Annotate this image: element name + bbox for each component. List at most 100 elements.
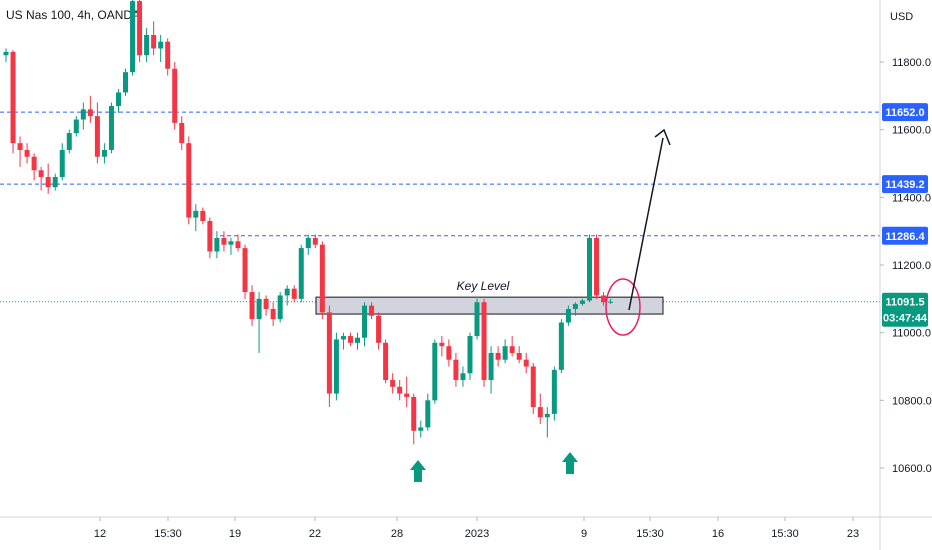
candle-body (319, 244, 325, 313)
candle (411, 393, 417, 445)
candle (277, 292, 283, 323)
candle (340, 332, 346, 350)
candle-body (432, 342, 438, 401)
candle-body (207, 221, 213, 252)
candle (270, 302, 276, 326)
x-tick-label: 2023 (465, 528, 489, 540)
candle-body (558, 322, 564, 370)
candle-body (481, 302, 487, 381)
candle-body (179, 122, 185, 144)
candle-body (355, 337, 360, 343)
candle (601, 292, 607, 306)
candle (390, 373, 396, 394)
candle (432, 339, 438, 404)
candle-body (509, 346, 515, 353)
candle (80, 102, 86, 130)
candle-body (130, 1, 136, 73)
candle (87, 95, 93, 123)
candle-body (579, 300, 585, 304)
projection-arrow-head (654, 128, 671, 146)
candle (284, 285, 290, 306)
candle (509, 336, 515, 357)
x-tick-label: 15:30 (154, 528, 182, 540)
level-tag (882, 175, 928, 194)
candle-body (298, 248, 304, 299)
candle-body (453, 359, 459, 381)
candle-body (94, 116, 100, 157)
y-tick-label: 11000.0 (892, 328, 931, 340)
candle (228, 237, 234, 255)
candle (551, 366, 557, 421)
candle-body (601, 295, 607, 303)
candle (165, 38, 171, 76)
candle (537, 393, 543, 425)
candle-body (249, 292, 255, 320)
candle-body (376, 315, 382, 343)
candle (418, 420, 424, 438)
candle (66, 129, 72, 154)
candle-body (31, 156, 37, 171)
candle-body (340, 336, 346, 340)
candle-body (186, 143, 192, 218)
candle-body (446, 346, 452, 360)
candle-body (80, 109, 86, 120)
candle-body (235, 241, 241, 249)
candle-body (390, 380, 396, 387)
price-axis[interactable]: 11800.0 11600.0 11400.0 11200.0 11000.0 10800… (879, 0, 932, 550)
candle (481, 298, 487, 387)
candle (312, 234, 318, 249)
time-axis[interactable]: 12 15:30 19 22 28 2023 9 15:30 16 15:30 23 (0, 516, 932, 540)
candle (608, 298, 614, 304)
level-tag-label: 11286.4 (885, 231, 925, 243)
up-arrow-right-low (562, 452, 578, 474)
candle-body (45, 177, 51, 188)
candle (558, 319, 564, 374)
key-level-label: Key Level (457, 279, 510, 293)
candle-body (425, 400, 431, 428)
y-tick-label: 11400.0 (892, 192, 931, 204)
candle (242, 244, 248, 299)
candle-body (221, 237, 227, 245)
key-level-box (315, 296, 664, 315)
candle (45, 163, 51, 194)
x-tick-label: 12 (94, 528, 106, 540)
candle (453, 352, 459, 387)
candle-body (73, 119, 79, 134)
candle-body (144, 34, 150, 56)
candle (186, 136, 192, 225)
candle (207, 217, 213, 259)
candle (24, 143, 30, 164)
candle-body (439, 342, 445, 347)
candle (221, 231, 227, 252)
candle (3, 48, 9, 62)
candle-body (87, 109, 93, 117)
candle-body (242, 248, 248, 293)
candle-body (537, 407, 543, 418)
candle (256, 292, 262, 353)
candle-body (474, 302, 480, 337)
projection-arrow-line (628, 137, 664, 311)
candle (249, 285, 255, 326)
candle-body (291, 288, 297, 299)
candle (52, 173, 58, 191)
candle-body (123, 72, 129, 93)
candle-body (383, 342, 389, 381)
candle-body (263, 298, 269, 309)
candle-body (502, 346, 508, 360)
candle (530, 363, 536, 414)
x-tick-label: 28 (391, 528, 403, 540)
candle-body (172, 68, 178, 123)
candle (73, 116, 79, 137)
candle-body (137, 1, 143, 56)
candle (123, 68, 129, 96)
candle-body (66, 133, 72, 150)
x-tick-label: 19 (229, 528, 241, 540)
level-tag (882, 103, 928, 122)
candle-body (214, 237, 220, 252)
candle-body (3, 51, 9, 56)
x-tick-label: 22 (309, 528, 321, 540)
candle (263, 295, 269, 316)
candle (579, 298, 585, 306)
candle-body (586, 237, 592, 301)
